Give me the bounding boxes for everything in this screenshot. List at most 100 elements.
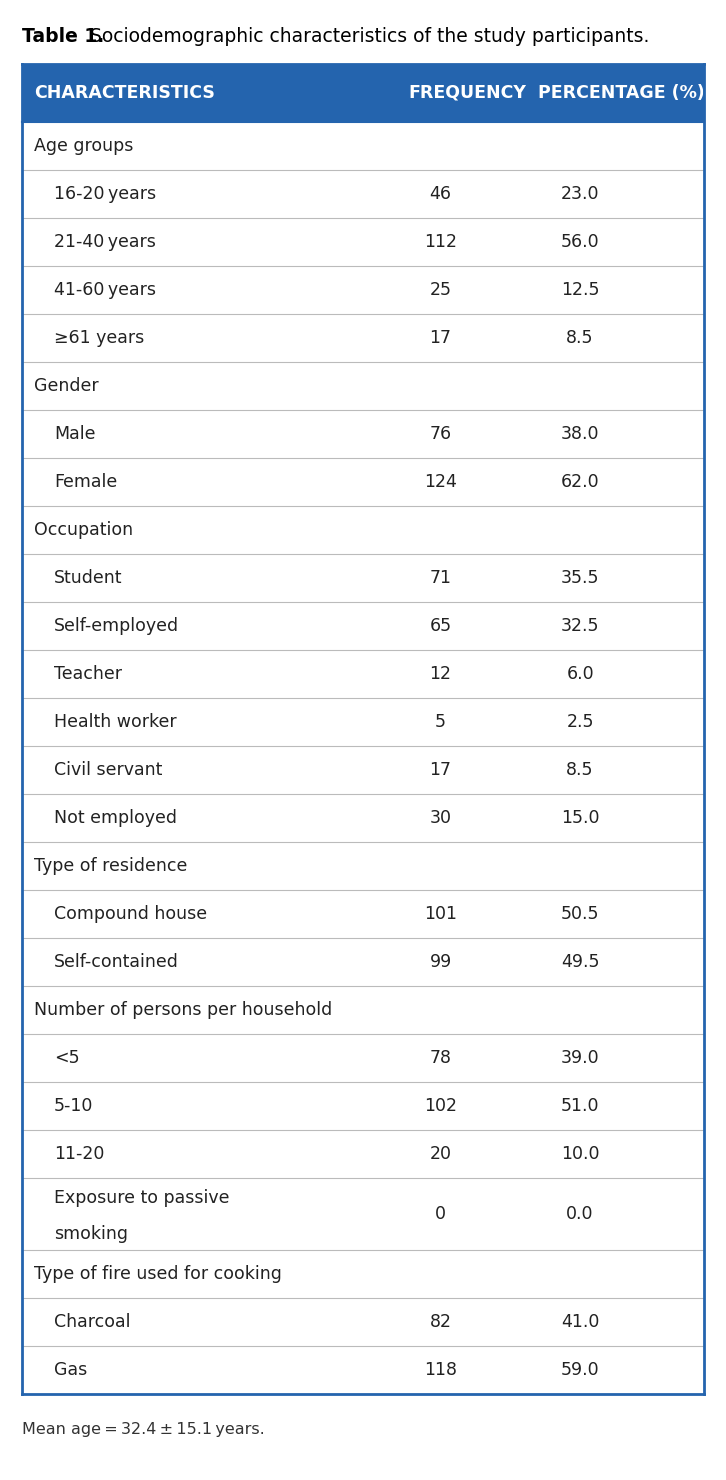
Text: 30: 30 [430,810,452,827]
Bar [22,602,704,650]
Text: Civil servant: Civil servant [54,761,163,778]
Text: <5: <5 [54,1049,80,1067]
Text: Sociodemographic characteristics of the study participants.: Sociodemographic characteristics of the … [90,27,649,46]
Bar [22,793,704,842]
Text: 32.5: 32.5 [561,617,600,635]
Text: Female: Female [54,474,118,491]
Bar [22,1082,704,1131]
Bar [22,1131,704,1178]
Text: Age groups: Age groups [34,138,134,155]
Text: 102: 102 [424,1097,457,1114]
Bar [22,938,704,986]
Bar [22,889,704,938]
Bar [22,363,704,410]
Text: 15.0: 15.0 [561,810,600,827]
Text: 62.0: 62.0 [560,474,600,491]
Text: Type of fire used for cooking: Type of fire used for cooking [34,1265,282,1283]
Text: 41-60 years: 41-60 years [54,281,156,299]
Text: 20: 20 [430,1146,452,1163]
Bar [22,1035,704,1082]
Text: smoking: smoking [54,1225,128,1243]
Text: Health worker: Health worker [54,713,176,731]
Text: 124: 124 [424,474,457,491]
Text: 99: 99 [429,953,452,971]
Text: 8.5: 8.5 [566,329,594,346]
Bar [22,554,704,602]
Text: Self-contained: Self-contained [54,953,179,971]
Text: FREQUENCY: FREQUENCY [409,84,526,102]
Text: 12.5: 12.5 [561,281,600,299]
Text: 56.0: 56.0 [560,232,600,252]
Text: Self-employed: Self-employed [54,617,179,635]
Text: 5-10: 5-10 [54,1097,94,1114]
Text: PERCENTAGE (%): PERCENTAGE (%) [538,84,705,102]
Text: 17: 17 [430,761,452,778]
Text: 17: 17 [430,329,452,346]
Bar [22,1345,704,1394]
Text: ≥61 years: ≥61 years [54,329,144,346]
Text: 6.0: 6.0 [566,665,594,682]
Bar [22,314,704,363]
Bar [22,746,704,793]
Text: Not employed: Not employed [54,810,177,827]
Bar [22,986,704,1035]
Text: Charcoal: Charcoal [54,1313,131,1331]
Text: Student: Student [54,568,123,588]
Text: 49.5: 49.5 [561,953,600,971]
Text: 8.5: 8.5 [566,761,594,778]
Bar [22,266,704,314]
Text: Compound house: Compound house [54,904,207,924]
Text: 65: 65 [430,617,452,635]
Text: 10.0: 10.0 [561,1146,600,1163]
Bar [22,506,704,554]
Text: 25: 25 [430,281,452,299]
Text: 76: 76 [430,425,452,443]
Text: Type of residence: Type of residence [34,857,187,875]
Bar [22,218,704,266]
Text: 0: 0 [435,1205,446,1222]
Text: 78: 78 [430,1049,452,1067]
Text: 5: 5 [435,713,446,731]
Text: Gas: Gas [54,1362,87,1379]
Text: 112: 112 [424,232,457,252]
Text: Gender: Gender [34,377,99,395]
Text: 38.0: 38.0 [561,425,600,443]
Bar [22,699,704,746]
Bar [22,64,704,121]
Text: 35.5: 35.5 [561,568,600,588]
Text: 2.5: 2.5 [566,713,594,731]
Text: Male: Male [54,425,96,443]
Text: 41.0: 41.0 [561,1313,599,1331]
Text: 0.0: 0.0 [566,1205,594,1222]
Text: 21-40 years: 21-40 years [54,232,156,252]
Bar [22,1251,704,1298]
Text: 118: 118 [424,1362,457,1379]
Text: 46: 46 [430,185,452,203]
Bar [22,121,704,170]
Text: Mean age = 32.4 ± 15.1 years.: Mean age = 32.4 ± 15.1 years. [22,1422,265,1437]
Text: 50.5: 50.5 [561,904,600,924]
Bar [22,457,704,506]
Bar [22,650,704,699]
Text: Table 1.: Table 1. [22,27,105,46]
Text: Exposure to passive: Exposure to passive [54,1188,229,1206]
Text: 16-20 years: 16-20 years [54,185,156,203]
Text: 12: 12 [430,665,452,682]
Text: 11-20: 11-20 [54,1146,105,1163]
Text: 39.0: 39.0 [560,1049,600,1067]
Text: 23.0: 23.0 [561,185,600,203]
Bar [22,1298,704,1345]
Text: 82: 82 [430,1313,452,1331]
Bar [22,410,704,457]
Text: Teacher: Teacher [54,665,122,682]
Text: Occupation: Occupation [34,521,133,539]
Text: 101: 101 [424,904,457,924]
Text: 59.0: 59.0 [560,1362,600,1379]
Bar [22,842,704,889]
Bar [22,170,704,218]
Text: CHARACTERISTICS: CHARACTERISTICS [34,84,215,102]
Bar [22,1178,704,1251]
Text: Number of persons per household: Number of persons per household [34,1000,333,1020]
Text: 71: 71 [430,568,452,588]
Text: 51.0: 51.0 [561,1097,600,1114]
